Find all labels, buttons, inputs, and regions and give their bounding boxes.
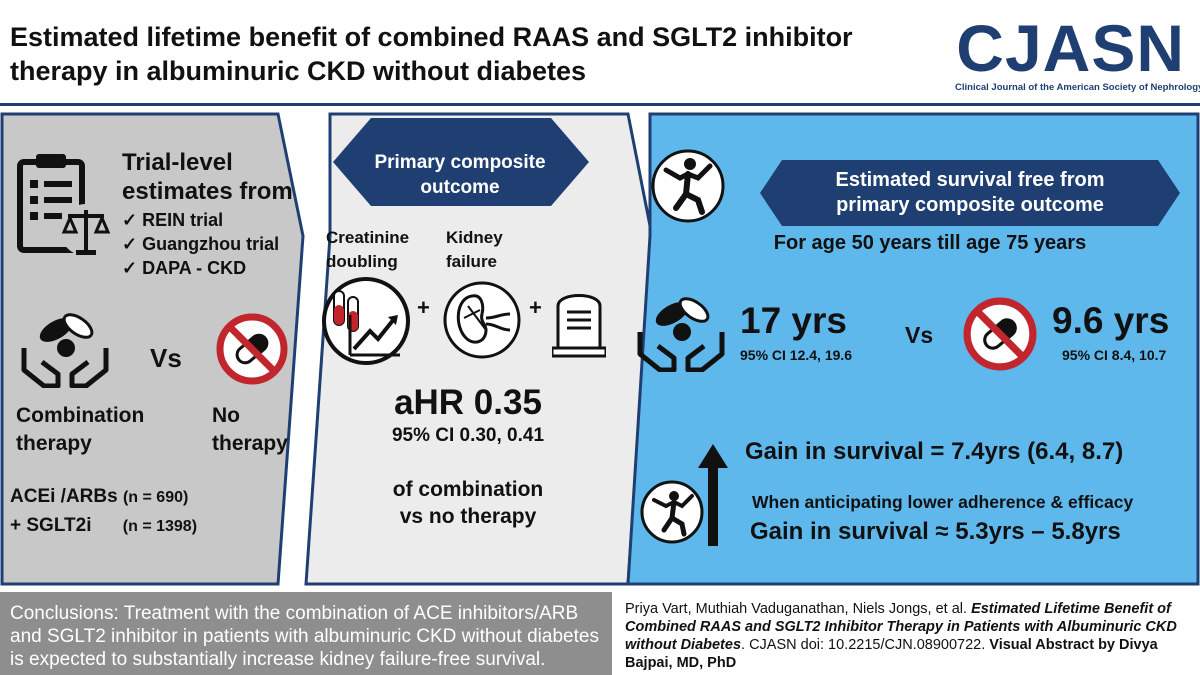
primary-outcome-text: Primary composite outcome bbox=[374, 152, 546, 198]
hands-pills-icon bbox=[21, 313, 109, 388]
citation: Priya Vart, Muthiah Vaduganathan, Niels … bbox=[625, 600, 1195, 672]
survival-gain: Gain in survival = 7.4yrs (6.4, 8.7) bbox=[745, 438, 1124, 465]
no-pill-icon bbox=[216, 313, 288, 385]
tombstone-icon bbox=[552, 294, 606, 358]
combination-therapy-label: Combination therapy bbox=[16, 404, 145, 455]
combo-years: 17 yrs bbox=[740, 300, 847, 341]
hands-pills-icon-right bbox=[637, 297, 725, 372]
trial-heading-line-1: Trial-level bbox=[122, 149, 233, 176]
survival-gain-approx: Gain in survival ≈ 5.3yrs – 5.8yrs bbox=[750, 518, 1121, 545]
title-line-1: Estimated lifetime benefit of combined R… bbox=[10, 22, 853, 52]
no-therapy-ci: 95% CI 8.4, 10.7 bbox=[1062, 347, 1167, 363]
kidney-failure-label: Kidney failure bbox=[446, 228, 503, 271]
logo-text: CJASN bbox=[956, 11, 1185, 85]
trial-item: ✓ REIN trial bbox=[122, 210, 224, 230]
right-vs: Vs bbox=[905, 322, 934, 348]
header-divider bbox=[0, 103, 1200, 106]
plus-sign-1: + bbox=[417, 295, 430, 320]
trial-heading: Trial-level estimates from bbox=[122, 148, 293, 206]
no-pill-icon-right bbox=[963, 297, 1037, 371]
logo-subtitle: Clinical Journal of the American Society… bbox=[955, 82, 1200, 93]
check-icon: ✓ bbox=[122, 210, 138, 230]
trial-item: ✓ DAPA - CKD bbox=[122, 258, 247, 278]
title-line-2: therapy in albuminuric CKD without diabe… bbox=[10, 56, 587, 86]
no-therapy-years: 9.6 yrs bbox=[1052, 300, 1170, 341]
age-range: For age 50 years till age 75 years bbox=[773, 232, 1087, 254]
left-vs: Vs bbox=[150, 343, 182, 373]
drug-row: ACEi /ARBs (n = 690) bbox=[10, 486, 189, 507]
citation-title: Estimated Lifetime Benefit of Combined R… bbox=[625, 601, 1177, 653]
ahr-description: of combination vs no therapy bbox=[392, 478, 544, 528]
combo-ci: 95% CI 12.4, 19.6 bbox=[740, 347, 853, 363]
citation-doi: . CJASN doi: 10.2215/CJN.08900722. bbox=[741, 637, 986, 653]
citation-visual-by: Visual Abstract by Divya Bajpai, MD, PhD bbox=[625, 637, 1158, 671]
primary-outcome-banner bbox=[333, 118, 589, 206]
page-title: Estimated lifetime benefit of combined R… bbox=[10, 20, 910, 88]
trial-list: ✓ REIN trial ✓ Guangzhou trial ✓ DAPA - … bbox=[122, 208, 279, 280]
conclusions-box bbox=[0, 592, 612, 675]
right-panel-bg bbox=[626, 112, 1200, 586]
plus-sign-2: + bbox=[529, 295, 542, 320]
trial-item: ✓ Guangzhou trial bbox=[122, 234, 280, 254]
test-tubes-chart-icon bbox=[322, 277, 410, 365]
drug-row: + SGLT2i (n = 1398) bbox=[10, 515, 198, 536]
adherence-note: When anticipating lower adherence & effi… bbox=[752, 492, 1134, 512]
survival-banner bbox=[760, 160, 1180, 226]
trial-heading-line-2: estimates from bbox=[122, 178, 293, 205]
check-icon: ✓ bbox=[122, 234, 138, 254]
check-icon: ✓ bbox=[122, 258, 138, 278]
conclusions-text: Conclusions: Treatment with the combinat… bbox=[10, 603, 599, 670]
clipboard-scales-icon bbox=[17, 154, 112, 256]
drug-list: ACEi /ARBs (n = 690) + SGLT2i (n = 1398) bbox=[10, 483, 290, 541]
kidney-icon bbox=[443, 281, 521, 359]
no-therapy-label: No therapy bbox=[212, 404, 288, 455]
survival-gain-icon bbox=[640, 444, 728, 546]
creatinine-label: Creatinine doubling bbox=[326, 228, 410, 271]
running-person-icon bbox=[651, 149, 725, 223]
citation-authors: Priya Vart, Muthiah Vaduganathan, Niels … bbox=[625, 601, 968, 617]
ahr-value: aHR 0.35 bbox=[394, 383, 542, 422]
survival-banner-text: Estimated survival free from primary com… bbox=[835, 169, 1105, 216]
cjasn-logo: CJASN Clinical Journal of the American S… bbox=[955, 11, 1200, 94]
ahr-ci: 95% CI 0.30, 0.41 bbox=[391, 425, 545, 446]
